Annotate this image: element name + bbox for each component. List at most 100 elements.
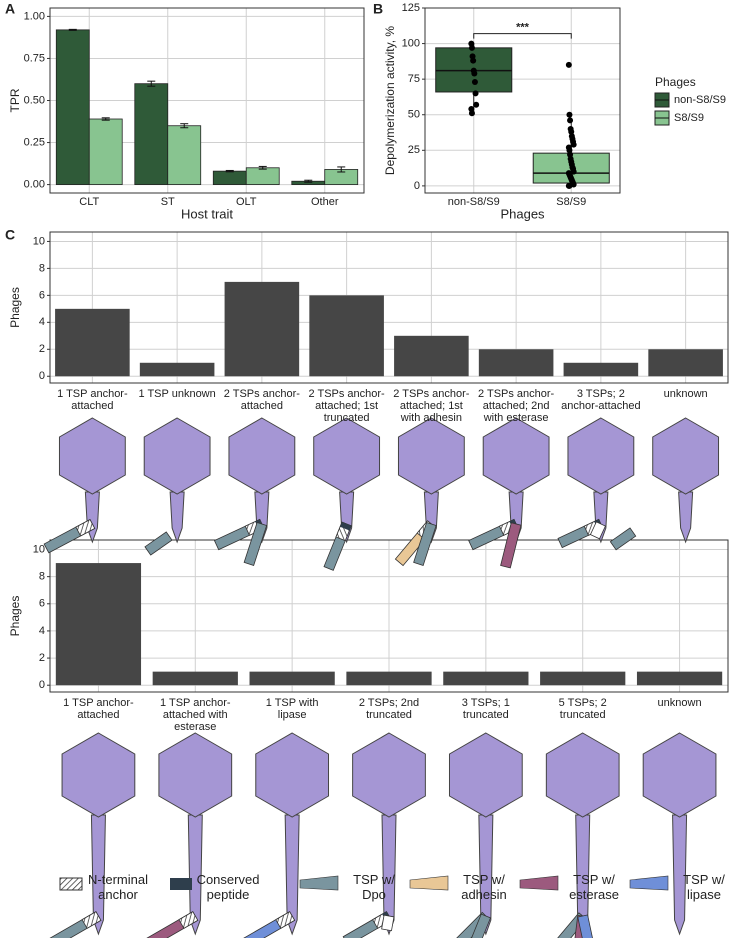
capsid: [652, 417, 720, 495]
point: [570, 168, 577, 175]
error-bar: [258, 165, 267, 170]
y-axis-label: TPR: [8, 88, 22, 112]
tsp: [577, 914, 600, 938]
point: [468, 110, 475, 117]
y-tick-label: 0.75: [24, 52, 45, 64]
significance-label: ***: [516, 21, 530, 33]
tsp-body: [577, 914, 600, 938]
bar: [212, 170, 247, 185]
x-axis-label: Host trait: [181, 206, 233, 221]
bar: [139, 362, 215, 377]
y-tick-label: 0.50: [24, 94, 45, 106]
legend-label: Conserved peptide: [196, 872, 260, 902]
error-bar: [180, 123, 189, 129]
x-tick-label: 1 TSP anchor-attached: [57, 388, 128, 412]
x-tick-label: 2 TSPs anchor-attached; 1st with adhesin: [393, 388, 470, 424]
error-bar: [68, 28, 77, 31]
tsp: [41, 911, 102, 938]
error-bar: [101, 117, 110, 121]
x-tick-label: 2 TSPs; 2nd truncated: [358, 697, 420, 721]
y-tick-label: 4: [39, 625, 45, 637]
x-tick-label: 2 TSPs anchor-attached: [223, 388, 300, 412]
tsp: [460, 913, 492, 938]
x-tick-label: 2 TSPs anchor-attached; 1st truncated: [308, 388, 385, 424]
panel-label: A: [5, 1, 15, 17]
y-tick-label: 10: [33, 235, 45, 247]
legend-title: Phages: [655, 75, 696, 89]
point: [566, 111, 573, 118]
y-tick-label: 8: [39, 571, 45, 583]
x-tick-label: 3 TSPs; 2 anchor-attached: [561, 388, 641, 412]
capsid: [313, 417, 381, 495]
legend-label: TSP w/ lipase: [683, 872, 725, 902]
y-tick-label: 0: [39, 679, 45, 691]
capsid: [567, 417, 635, 495]
anchor: [75, 519, 96, 537]
x-tick-label: S8/S9: [556, 196, 586, 208]
legend-label: non-S8/S9: [674, 94, 726, 106]
x-tick-label: ST: [161, 196, 175, 208]
legend-icon: [299, 875, 339, 891]
y-tick-label: 75: [408, 73, 420, 85]
capsid: [448, 732, 523, 818]
y-tick-label: 2: [39, 343, 45, 355]
tsp-body: [500, 522, 522, 569]
tail: [478, 814, 494, 936]
plot-border: [49, 7, 365, 194]
bar: [636, 671, 723, 686]
y-tick-label: 1.00: [24, 10, 45, 22]
y-tick-label: 6: [39, 289, 45, 301]
tsp-body: [144, 531, 173, 556]
x-tick-label: 5 TSPs; 2 truncated: [558, 697, 607, 721]
capsid: [228, 417, 296, 495]
legend-label: N-terminal anchor: [88, 872, 148, 902]
capsid: [397, 417, 465, 495]
y-tick-label: 100: [402, 37, 420, 49]
bar: [648, 349, 723, 377]
x-tick-label: 1 TSP anchor-attached with esterase: [160, 697, 231, 733]
bar: [167, 125, 202, 185]
plot-border: [49, 231, 729, 384]
bar: [245, 167, 280, 185]
bar: [224, 281, 300, 377]
tsp-body: [243, 521, 268, 566]
bar: [346, 671, 432, 686]
x-tick-label: 1 TSP anchor-attached: [63, 697, 134, 721]
tail: [90, 814, 106, 936]
tail: [187, 814, 203, 936]
legend-icon: [59, 877, 83, 891]
bar: [309, 295, 384, 377]
y-tick-label: 8: [39, 262, 45, 274]
tail: [84, 491, 100, 544]
bar: [443, 671, 529, 686]
point: [473, 101, 480, 108]
error-bar: [304, 179, 313, 183]
point: [570, 141, 577, 148]
point: [471, 79, 478, 85]
bar: [540, 671, 626, 686]
panel-label: C: [5, 227, 15, 243]
x-tick-label: 1 TSP unknown: [138, 388, 216, 400]
y-axis-label: Depolymerization activity, %: [383, 26, 397, 175]
y-tick-label: 0: [39, 370, 45, 382]
panel-label: B: [373, 1, 383, 17]
legend-icon: [409, 875, 449, 891]
tsp: [500, 522, 522, 569]
capsid: [158, 732, 233, 818]
error-bar: [225, 169, 234, 173]
y-tick-label: 2: [39, 652, 45, 664]
tail: [678, 491, 694, 544]
tsp: [609, 527, 637, 551]
capsid: [255, 732, 330, 818]
tsp: [589, 521, 606, 540]
capsid: [61, 732, 136, 818]
plot-area: [50, 232, 728, 383]
y-tick-label: 50: [408, 109, 420, 121]
y-tick-label: 10: [33, 543, 45, 555]
x-tick-label: 3 TSPs; 1 truncated: [461, 697, 510, 721]
capsid: [642, 732, 717, 818]
tsp-body: [609, 527, 637, 551]
bar: [152, 671, 238, 686]
